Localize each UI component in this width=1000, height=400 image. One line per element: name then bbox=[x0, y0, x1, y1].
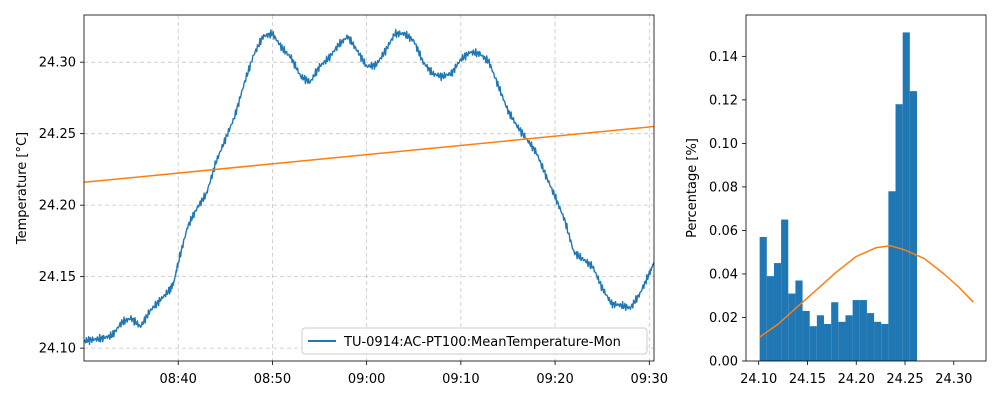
histogram-bar bbox=[874, 321, 882, 361]
histogram-bar bbox=[781, 219, 789, 361]
histogram-bar bbox=[788, 293, 796, 361]
x-tick-label: 24.10 bbox=[740, 372, 777, 387]
y-tick-label: 0.10 bbox=[709, 137, 738, 152]
histogram-bar bbox=[766, 276, 774, 361]
legend-entry: TU-0914:AC-PT100:MeanTemperature-Mon bbox=[343, 335, 621, 350]
histogram-bar bbox=[809, 326, 817, 361]
legend-box bbox=[301, 327, 648, 355]
y-tick-label: 0.02 bbox=[709, 311, 738, 326]
y-tick-label: 0.08 bbox=[709, 180, 738, 195]
y-tick-label: 24.15 bbox=[39, 270, 76, 285]
trend-line bbox=[84, 125, 654, 184]
y-tick-label: 24.25 bbox=[39, 127, 76, 142]
histogram-bar bbox=[816, 315, 825, 361]
histogram-bar bbox=[773, 263, 782, 361]
right-axes-frame bbox=[745, 14, 987, 362]
x-tick-label: 09:10 bbox=[442, 372, 479, 387]
histogram-bar bbox=[888, 191, 896, 361]
histogram-bar bbox=[802, 310, 810, 361]
histogram-bar bbox=[838, 321, 846, 361]
y-tick-label: 0.06 bbox=[709, 224, 738, 239]
y-tick-label: 0.14 bbox=[709, 50, 738, 65]
y-tick-label: 24.20 bbox=[39, 199, 76, 214]
y-axis-label: Percentage [%] bbox=[685, 138, 700, 238]
histogram-bar bbox=[831, 302, 839, 361]
histogram-bar bbox=[895, 104, 903, 361]
x-tick-label: 24.15 bbox=[789, 372, 826, 387]
left-axes-frame bbox=[83, 14, 655, 362]
x-tick-label: 24.25 bbox=[886, 372, 923, 387]
temperature-series-line bbox=[84, 28, 654, 345]
y-tick-label: 0.04 bbox=[709, 267, 738, 282]
y-tick-label: 0.12 bbox=[709, 93, 738, 108]
histogram-bar bbox=[759, 236, 767, 361]
histogram-bar bbox=[859, 300, 867, 361]
fit-curve bbox=[759, 244, 974, 338]
histogram-bar bbox=[824, 324, 832, 361]
x-tick-label: 09:20 bbox=[536, 372, 573, 387]
x-tick-label: 09:00 bbox=[348, 372, 385, 387]
histogram-bar bbox=[845, 315, 853, 361]
y-tick-label: 24.10 bbox=[39, 342, 76, 357]
x-tick-label: 08:40 bbox=[159, 372, 196, 387]
histogram-bar bbox=[795, 280, 803, 361]
temperature-histogram-chart: 24.10 24.15 24.20 24.25 24.30 0.00 0.02 0.04 0.0… bbox=[685, 14, 987, 387]
histogram-bar bbox=[902, 32, 910, 361]
histogram-bar bbox=[909, 91, 917, 362]
x-tick-label: 24.20 bbox=[838, 372, 875, 387]
histogram-bar bbox=[852, 300, 860, 361]
histogram-bar bbox=[881, 324, 889, 361]
y-axis-label: Temperature [°C] bbox=[15, 132, 30, 245]
legend: TU-0914:AC-PT100:MeanTemperature-Mon bbox=[301, 327, 648, 355]
y-tick-label: 24.30 bbox=[39, 56, 76, 71]
histogram-bar bbox=[866, 313, 875, 361]
temperature-timeseries-chart: 08:40 08:50 09:00 09:10 09:20 09:30 24.10 24.15… bbox=[15, 14, 668, 387]
x-tick-label: 08:50 bbox=[254, 372, 291, 387]
x-tick-label: 09:30 bbox=[631, 372, 668, 387]
x-tick-label: 24.30 bbox=[935, 372, 972, 387]
y-tick-label: 0.00 bbox=[709, 355, 738, 370]
